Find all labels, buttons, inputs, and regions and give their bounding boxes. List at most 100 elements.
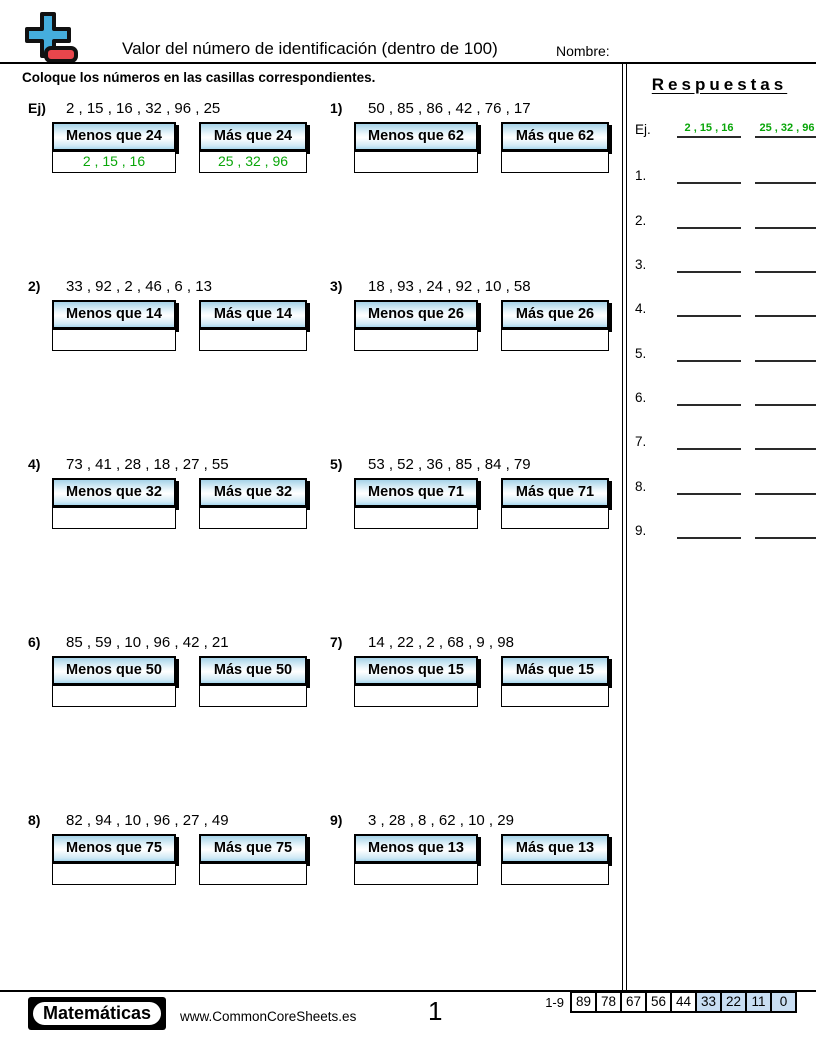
answer-blank-4b[interactable] <box>755 299 816 317</box>
less-than-box: Menos que 24 2 , 15 , 16 <box>52 122 176 173</box>
less-than-answer-cell[interactable] <box>354 507 478 529</box>
more-than-box: Más que 26 <box>501 300 609 351</box>
less-than-box: Menos que 62 <box>354 122 478 173</box>
less-than-answer-cell[interactable] <box>52 685 176 707</box>
answer-row-4: 4. <box>635 299 816 317</box>
answer-row-3: 3. <box>635 255 816 273</box>
less-than-header: Menos que 26 <box>354 300 478 329</box>
answer-row-label: 8. <box>635 479 647 494</box>
page-title: Valor del número de identificación (dent… <box>122 39 498 58</box>
problem-numbers: 3 , 28 , 8 , 62 , 10 , 29 <box>368 812 514 829</box>
score-range-label: 1-9 <box>545 994 564 1010</box>
less-than-box: Menos que 26 <box>354 300 478 351</box>
problem-numbers: 53 , 52 , 36 , 85 , 84 , 79 <box>368 456 531 473</box>
answer-blank-4a[interactable] <box>677 299 741 317</box>
score-cell-highlighted: 11 <box>745 991 772 1013</box>
problem-5: 5) 53 , 52 , 36 , 85 , 84 , 79 Menos que… <box>330 456 626 536</box>
answer-line-ej-2: 25 , 32 , 96 <box>755 120 816 138</box>
page-number: 1 <box>428 996 443 1026</box>
less-than-answer-cell[interactable]: 2 , 15 , 16 <box>52 151 176 173</box>
answer-blank-8b[interactable] <box>755 477 816 495</box>
problem-8: 8) 82 , 94 , 10 , 96 , 27 , 49 Menos que… <box>28 812 324 892</box>
less-than-header: Menos que 15 <box>354 656 478 685</box>
more-than-header: Más que 71 <box>501 478 609 507</box>
answer-blank-2b[interactable] <box>755 211 816 229</box>
answer-blank-6b[interactable] <box>755 388 816 406</box>
answer-blank-1a[interactable] <box>677 166 741 184</box>
answer-blank-7a[interactable] <box>677 432 741 450</box>
header-divider <box>0 62 816 64</box>
less-than-answer-cell[interactable] <box>354 329 478 351</box>
more-than-header: Más que 50 <box>199 656 307 685</box>
problem-label: 9) <box>330 812 343 828</box>
answer-line-ej-1: 2 , 15 , 16 <box>677 120 741 138</box>
less-than-header: Menos que 50 <box>52 656 176 685</box>
less-than-answer-cell[interactable] <box>354 151 478 173</box>
more-than-box: Más que 13 <box>501 834 609 885</box>
less-than-box: Menos que 50 <box>52 656 176 707</box>
instruction-text: Coloque los números en las casillas corr… <box>22 70 376 85</box>
answer-row-label: Ej. <box>635 122 651 137</box>
answer-blank-8a[interactable] <box>677 477 741 495</box>
answer-blank-3a[interactable] <box>677 255 741 273</box>
less-than-answer-cell[interactable] <box>52 329 176 351</box>
answer-row-label: 3. <box>635 257 647 272</box>
answer-blank-2a[interactable] <box>677 211 741 229</box>
less-than-answer-cell[interactable] <box>354 863 478 885</box>
score-cell: 44 <box>670 991 697 1013</box>
more-than-answer-cell[interactable] <box>199 329 307 351</box>
more-than-header: Más que 75 <box>199 834 307 863</box>
score-table: 1-9 89 78 67 56 44 33 22 11 0 <box>545 991 797 1013</box>
problem-numbers: 50 , 85 , 86 , 42 , 76 , 17 <box>368 100 531 117</box>
more-than-box: Más que 62 <box>501 122 609 173</box>
answer-blank-6a[interactable] <box>677 388 741 406</box>
more-than-answer-cell[interactable] <box>199 863 307 885</box>
problem-ej: Ej) 2 , 15 , 16 , 32 , 96 , 25 Menos que… <box>28 100 324 180</box>
answer-blank-3b[interactable] <box>755 255 816 273</box>
answers-panel: Respuestas Ej. 2 , 15 , 16 25 , 32 , 96 … <box>622 64 816 990</box>
problem-numbers: 2 , 15 , 16 , 32 , 96 , 25 <box>66 100 221 117</box>
less-than-box: Menos que 14 <box>52 300 176 351</box>
problem-numbers: 82 , 94 , 10 , 96 , 27 , 49 <box>66 812 229 829</box>
more-than-header: Más que 32 <box>199 478 307 507</box>
less-than-header: Menos que 14 <box>52 300 176 329</box>
less-than-answer-cell[interactable] <box>354 685 478 707</box>
answer-row-9: 9. <box>635 521 816 539</box>
answer-row-label: 1. <box>635 168 647 183</box>
more-than-answer-cell[interactable] <box>501 507 609 529</box>
problem-label: 7) <box>330 634 343 650</box>
problem-1: 1) 50 , 85 , 86 , 42 , 76 , 17 Menos que… <box>330 100 626 180</box>
answer-blank-9b[interactable] <box>755 521 816 539</box>
problem-label: Ej) <box>28 100 46 116</box>
more-than-answer-cell[interactable]: 25 , 32 , 96 <box>199 151 307 173</box>
problem-2: 2) 33 , 92 , 2 , 46 , 6 , 13 Menos que 1… <box>28 278 324 358</box>
more-than-header: Más que 14 <box>199 300 307 329</box>
problem-label: 6) <box>28 634 41 650</box>
answer-blank-5a[interactable] <box>677 344 741 362</box>
more-than-header: Más que 15 <box>501 656 609 685</box>
name-label: Nombre: <box>556 43 610 59</box>
answer-blank-7b[interactable] <box>755 432 816 450</box>
problem-9: 9) 3 , 28 , 8 , 62 , 10 , 29 Menos que 1… <box>330 812 626 892</box>
matematicas-badge: Matemáticas <box>28 997 167 1030</box>
more-than-answer-cell[interactable] <box>199 507 307 529</box>
less-than-box: Menos que 13 <box>354 834 478 885</box>
more-than-answer-cell[interactable] <box>501 863 609 885</box>
more-than-answer-cell[interactable] <box>501 329 609 351</box>
less-than-answer-cell[interactable] <box>52 507 176 529</box>
answer-row-label: 6. <box>635 390 647 405</box>
problem-numbers: 85 , 59 , 10 , 96 , 42 , 21 <box>66 634 229 651</box>
less-than-answer-cell[interactable] <box>52 863 176 885</box>
plus-minus-logo-icon <box>16 11 80 64</box>
more-than-answer-cell[interactable] <box>501 685 609 707</box>
website-link[interactable]: www.CommonCoreSheets.es <box>180 1009 357 1024</box>
answer-row-7: 7. <box>635 432 816 450</box>
problem-label: 5) <box>330 456 343 472</box>
answer-blank-5b[interactable] <box>755 344 816 362</box>
answer-row-8: 8. <box>635 477 816 495</box>
more-than-answer-cell[interactable] <box>501 151 609 173</box>
answer-blank-9a[interactable] <box>677 521 741 539</box>
score-cell-highlighted: 0 <box>770 991 797 1013</box>
answer-blank-1b[interactable] <box>755 166 816 184</box>
more-than-answer-cell[interactable] <box>199 685 307 707</box>
